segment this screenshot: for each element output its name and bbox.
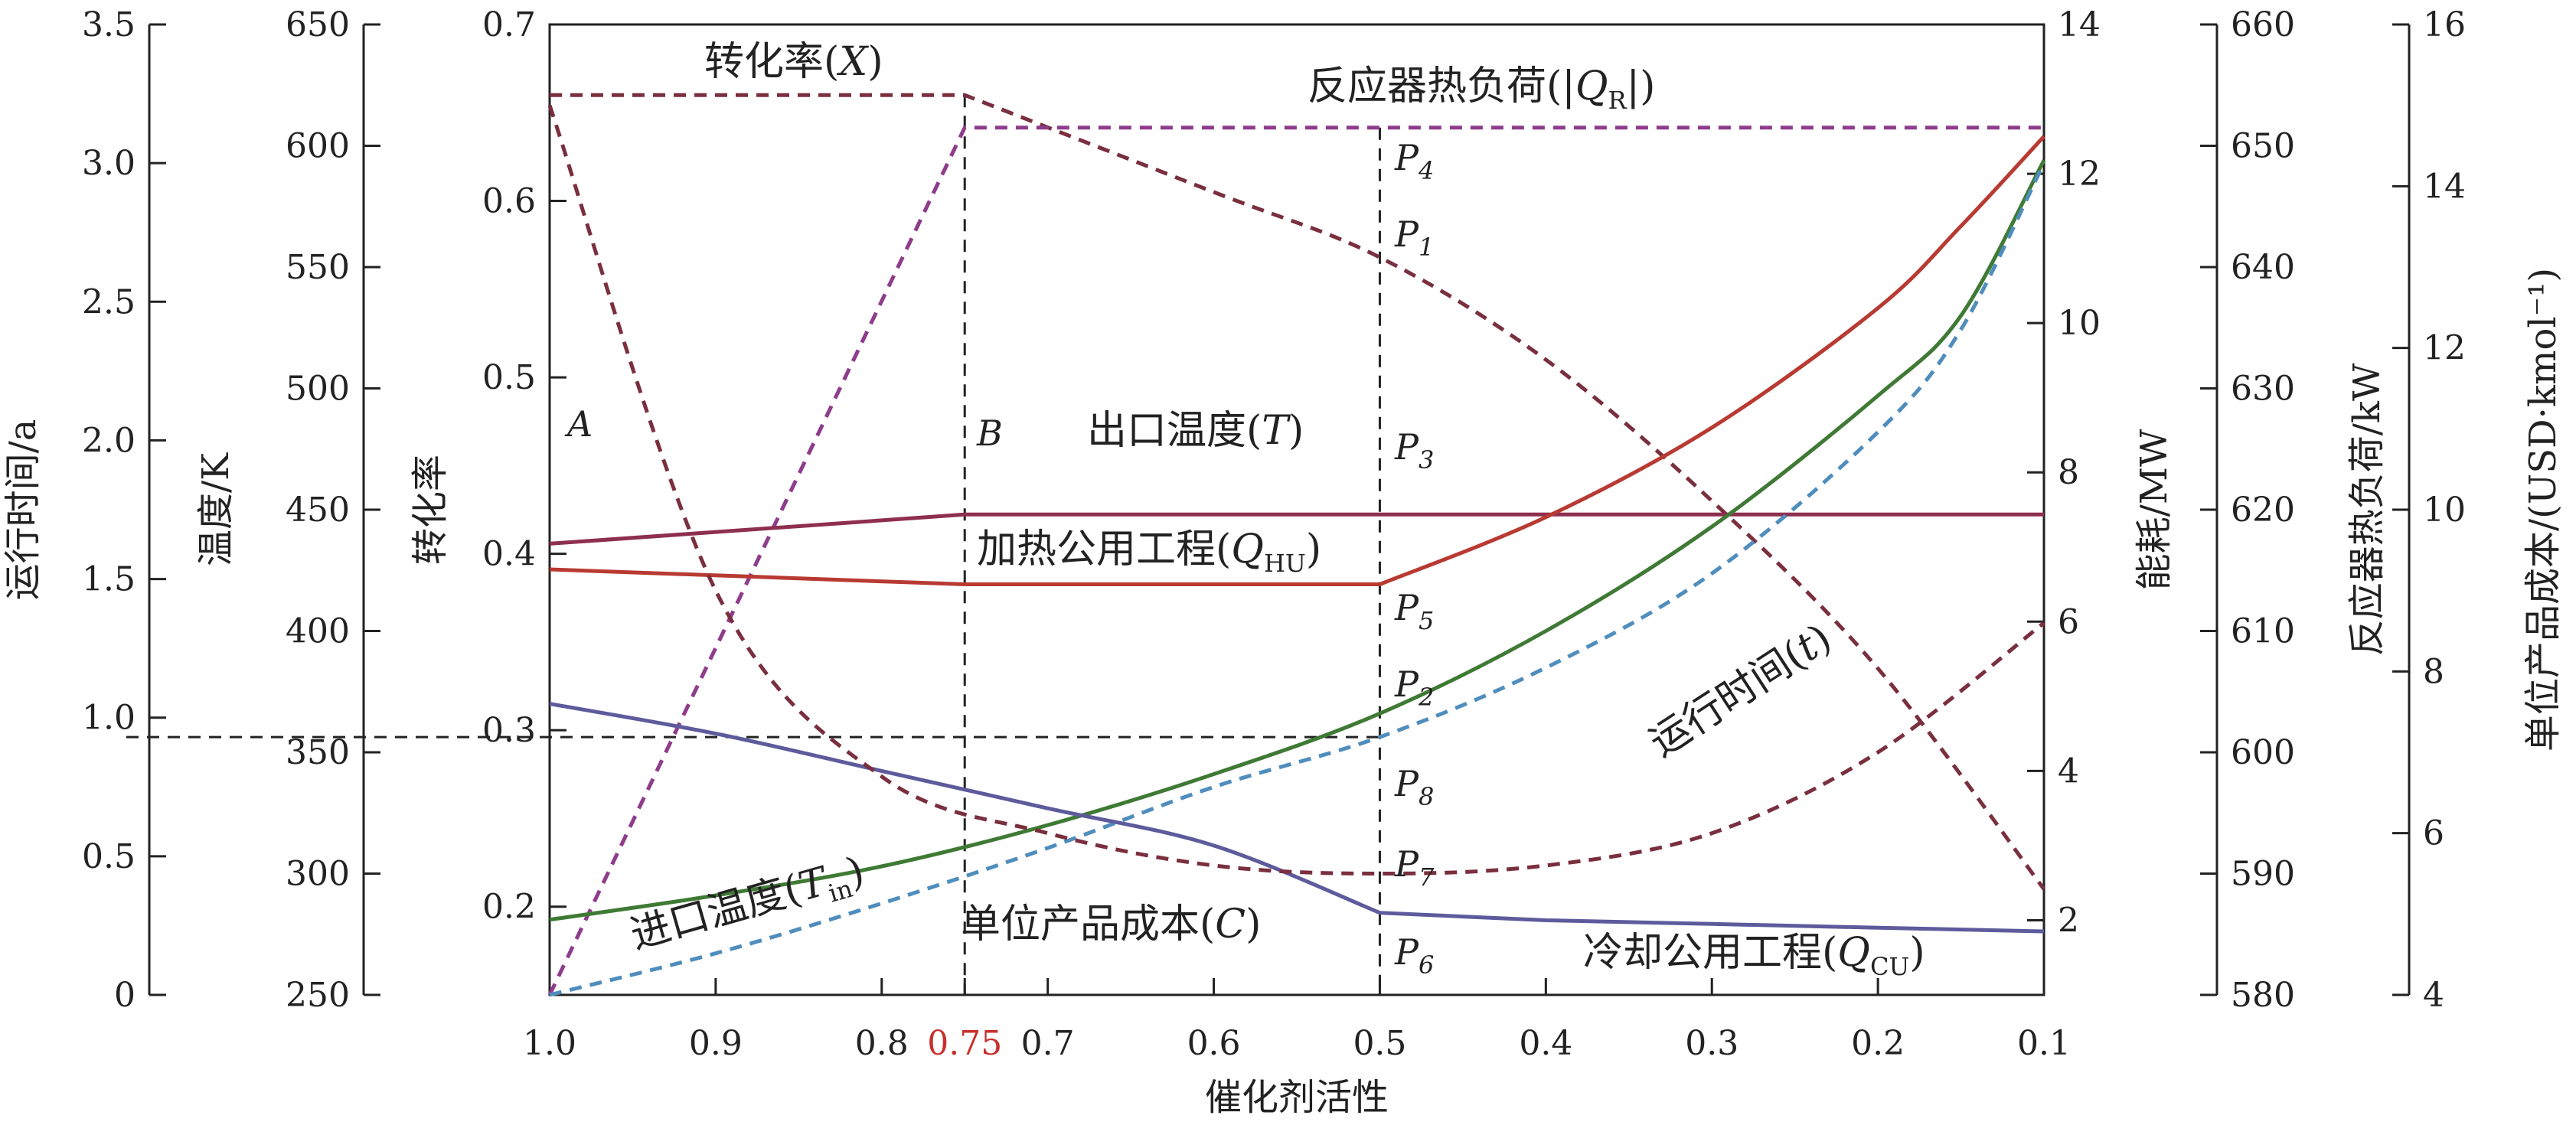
- x-tick-label-highlight: 0.75: [927, 1024, 1002, 1063]
- x-tick-label: 0.4: [1519, 1024, 1572, 1063]
- tick-label-duty: 660: [2231, 5, 2295, 44]
- series-line-0: [550, 93, 2045, 891]
- tick-label-time: 0: [114, 976, 135, 1015]
- point-p4: P4: [1394, 137, 1434, 185]
- tick-marks: [149, 23, 2409, 996]
- tick-label-duty: 620: [2231, 491, 2295, 530]
- tick-label-temp: 450: [286, 491, 350, 530]
- label-run-time: 运行时间(t): [1641, 615, 1840, 766]
- tick-label-temp: 400: [286, 612, 350, 651]
- point-p1: P1: [1394, 214, 1434, 262]
- point-p8: P8: [1394, 763, 1434, 811]
- plot-area-border: [548, 23, 2045, 996]
- tick-label-duty: 590: [2231, 855, 2295, 894]
- point-p5: P5: [1394, 587, 1434, 635]
- axis-titles: 运行时间/a 温度/K 转化率 能耗/MW 反应器热负荷/kW 单位产品成本/(…: [2, 268, 2565, 1119]
- x-axis-ticks: 1.0 0.9 0.8 0.7 0.6 0.5 0.4 0.3 0.2 0.1 0.75: [523, 978, 2071, 1063]
- tick-label-time: 1.5: [82, 560, 135, 599]
- series-line-2: [549, 512, 2044, 546]
- y-axis-title-energy: 能耗/MW: [2133, 429, 2176, 590]
- x-tick-label: 1.0: [523, 1024, 576, 1063]
- tick-label-energy: 12: [2058, 155, 2101, 194]
- tick-label-cost: 8: [2423, 652, 2444, 691]
- tick-label-conv: 0.2: [482, 888, 536, 927]
- y-axis-title-temperature: 温度/K: [194, 452, 237, 566]
- x-tick-label: 0.2: [1851, 1024, 1905, 1063]
- tick-label-cost: 12: [2423, 329, 2466, 368]
- x-tick-label: 0.3: [1685, 1024, 1739, 1063]
- point-labels: A B P4 P1 P3 P5 P2 P8 P7 P6: [564, 137, 1435, 980]
- tick-labels: 0 0.5 1.0 1.5 2.0 2.5 3.0 3.5 250 300 350 400 450 500…: [82, 5, 2466, 1015]
- tick-label-temp: 650: [286, 5, 350, 44]
- tick-label-temp: 350: [286, 733, 350, 772]
- tick-label-energy: 2: [2058, 901, 2079, 940]
- series-line-1: [547, 126, 2044, 996]
- tick-label-conv: 0.7: [482, 5, 536, 44]
- point-a: A: [564, 403, 593, 445]
- series-line-3: [549, 135, 2045, 587]
- tick-label-duty: 610: [2231, 612, 2295, 651]
- label-inlet-temp: 进口温度(Tin): [625, 848, 870, 964]
- tick-label-temp: 300: [286, 855, 350, 894]
- x-tick-label: 0.5: [1353, 1024, 1406, 1063]
- guide-lines: [126, 95, 1381, 995]
- tick-label-duty: 650: [2231, 127, 2295, 166]
- y-axis-title-reactor-duty: 反应器热负荷/kW: [2346, 363, 2388, 656]
- tick-label-energy: 6: [2058, 602, 2079, 641]
- tick-label-duty: 630: [2231, 370, 2295, 409]
- x-tick-label: 0.1: [2017, 1024, 2071, 1063]
- tick-label-cost: 10: [2423, 491, 2466, 530]
- point-p3: P3: [1394, 426, 1434, 474]
- x-axis-title: 催化剂活性: [1205, 1076, 1389, 1119]
- series-line-5: [549, 161, 2046, 997]
- x-tick-label: 0.8: [855, 1024, 909, 1063]
- tick-label-duty: 640: [2231, 248, 2295, 287]
- x-tick-label: 0.9: [689, 1024, 743, 1063]
- tick-label-cost: 16: [2423, 5, 2466, 44]
- x-tick-label: 0.6: [1187, 1024, 1241, 1063]
- x-tick-label: 0.7: [1021, 1024, 1075, 1063]
- y-axis-title-conversion: 转化率: [409, 455, 452, 565]
- tick-label-cost: 6: [2423, 814, 2444, 853]
- tick-label-time: 0.5: [82, 837, 135, 876]
- y-axis-title-time: 运行时间/a: [2, 419, 44, 601]
- series-annotations: 转化率(X) 反应器热负荷(|QR|) 出口温度(T) 加热公用工程(QHU) …: [625, 39, 1925, 981]
- tick-label-temp: 600: [286, 127, 350, 166]
- tick-label-time: 2.5: [82, 282, 135, 321]
- tick-label-energy: 14: [2058, 5, 2101, 44]
- tick-label-cost: 14: [2423, 167, 2466, 206]
- tick-label-time: 3.0: [82, 144, 135, 183]
- tick-label-temp: 500: [286, 370, 350, 409]
- tick-label-conv: 0.6: [482, 182, 536, 221]
- label-unit-cost: 单位产品成本(C): [961, 902, 1261, 947]
- tick-label-energy: 4: [2058, 752, 2079, 791]
- label-conversion: 转化率(X): [704, 39, 883, 85]
- tick-label-time: 3.5: [82, 5, 135, 44]
- label-reactor-duty: 反应器热负荷(|QR|): [1308, 64, 1655, 115]
- point-p7: P7: [1394, 843, 1435, 892]
- tick-label-energy: 10: [2058, 304, 2101, 343]
- tick-label-time: 2.0: [82, 421, 135, 460]
- tick-label-temp: 550: [286, 248, 350, 287]
- tick-label-conv: 0.4: [482, 535, 536, 574]
- tick-label-energy: 8: [2058, 453, 2079, 492]
- tick-label-duty: 580: [2231, 976, 2295, 1015]
- tick-label-conv: 0.3: [482, 711, 536, 750]
- tick-label-cost: 4: [2423, 976, 2444, 1015]
- label-cooling-utility: 冷却公用工程(QCU): [1583, 930, 1925, 981]
- tick-label-temp: 250: [286, 976, 350, 1015]
- point-p2: P2: [1394, 664, 1434, 712]
- y-axis-title-unit-cost: 单位产品成本/(USD·kmol⁻¹): [2522, 268, 2565, 752]
- label-outlet-temp: 出口温度(T): [1087, 408, 1304, 454]
- point-p6: P6: [1394, 931, 1434, 980]
- tick-label-conv: 0.5: [482, 358, 536, 397]
- label-heating-utility: 加热公用工程(QHU): [977, 527, 1321, 578]
- series-line-7: [547, 104, 2045, 876]
- tick-label-time: 1.0: [82, 699, 135, 738]
- tick-label-duty: 600: [2231, 733, 2295, 772]
- data-series: [547, 93, 2046, 997]
- point-b: B: [976, 412, 1003, 454]
- series-line-4: [549, 159, 2046, 922]
